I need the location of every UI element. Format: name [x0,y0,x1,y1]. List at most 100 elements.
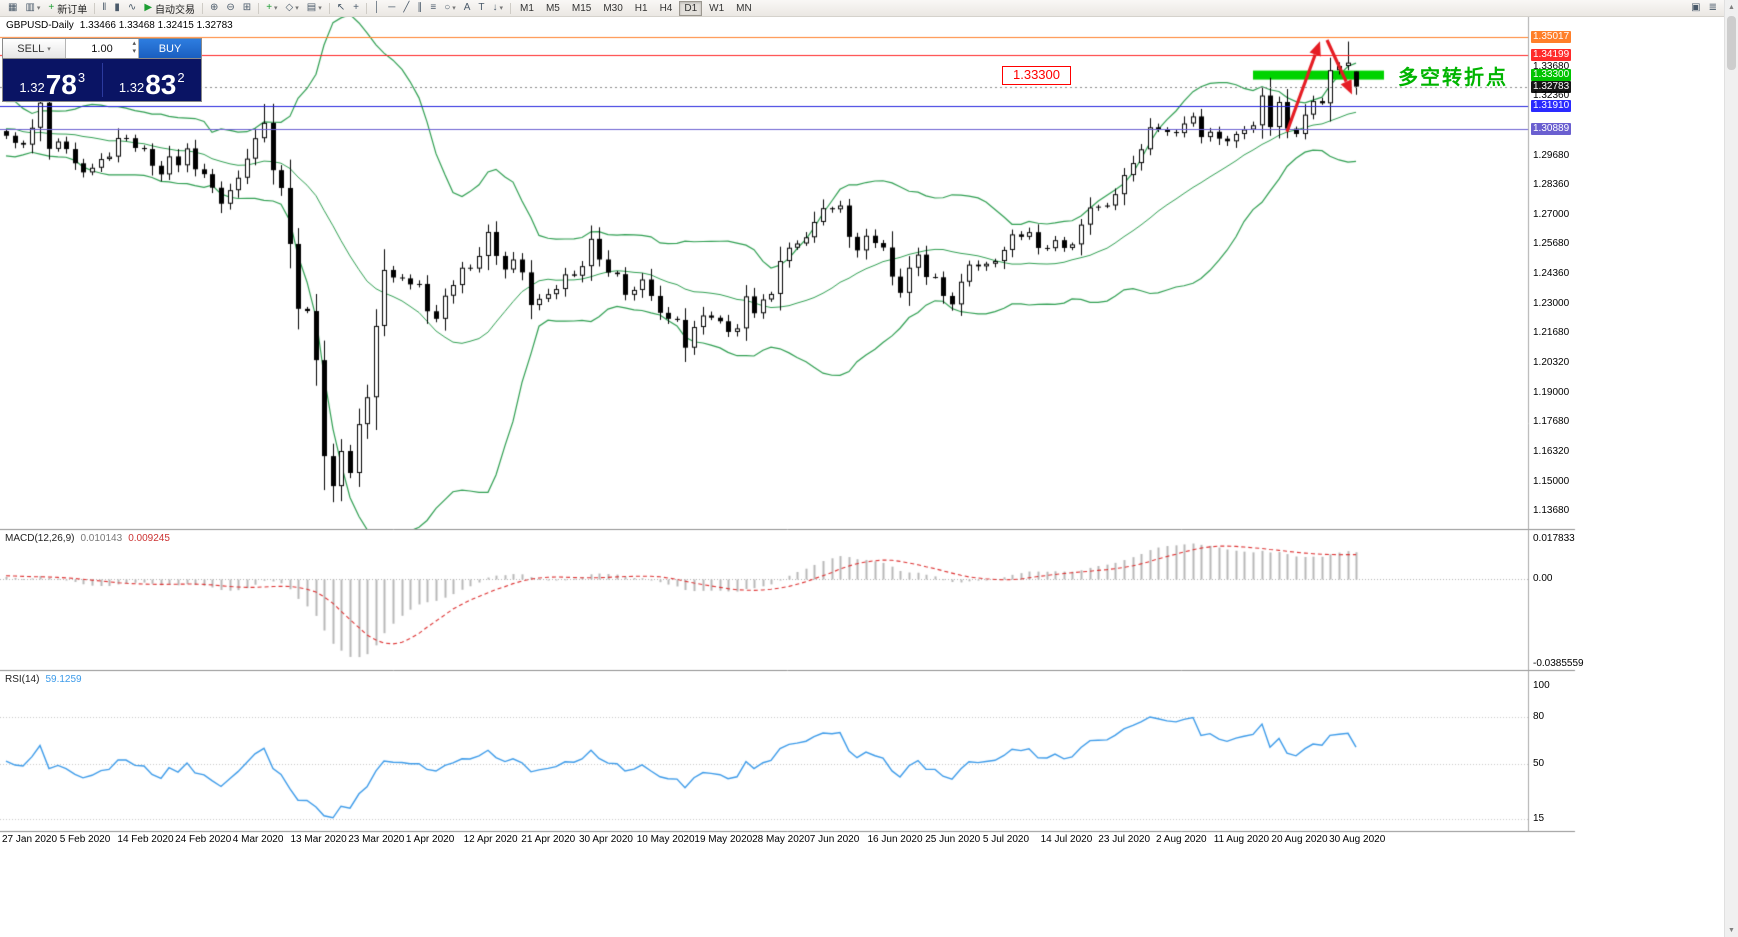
label-button[interactable]: T [474,0,488,16]
templates-icon: ▤ [306,2,317,13]
new-order-button[interactable]: + 新订单 [44,0,91,16]
shapes-icon: ○ [444,2,451,13]
indicators-button-dropdown-icon: ▾ [274,5,278,12]
new-chart-icon: ▦ [8,2,18,13]
timeframe-h1-button[interactable]: H1 [634,2,648,14]
macd-main-value: 0.010143 [80,533,123,544]
price-level-callout[interactable]: 1.33300 [1002,66,1071,85]
toolbar-separator [510,2,512,14]
timeframe-m30-button[interactable]: M30 [603,2,623,14]
trade-panel-prices: 1.32 78 3 1.32 83 2 [3,59,201,101]
indicators-icon: + [266,2,273,13]
crosshair-icon: + [353,2,359,13]
shapes-button-dropdown-icon: ▾ [452,5,456,12]
bar-chart-button[interactable]: ‖ [98,0,110,16]
periods-button[interactable]: ◇ ▾ [282,0,303,16]
templates-button[interactable]: ▤ ▾ [303,0,326,16]
tile-windows-icon: ⊞ [242,2,252,13]
autotrade-button[interactable]: ▶ 自动交易 [140,0,199,16]
candlestick-chart-icon: ▮ [114,2,120,13]
channel-icon: ∥ [417,2,423,13]
timeframe-d1-button[interactable]: D1 [679,0,703,16]
horizontal-line-icon: ─ [388,2,396,13]
turning-point-annotation[interactable]: 多空转折点 [1398,67,1508,89]
toolbar-separator [258,2,260,14]
crosshair-button[interactable]: + [349,0,363,16]
price-scale[interactable] [1528,16,1575,832]
timeframe-mn-button[interactable]: MN [736,2,752,14]
buy-price-base: 1.32 [118,80,145,95]
rsi-name: RSI(14) [5,674,40,685]
vertical-line-button[interactable]: │ [370,0,384,16]
candlestick-chart-button[interactable]: ▮ [110,0,124,16]
line-chart-button[interactable]: ∿ [124,0,140,16]
sell-price[interactable]: 1.32 78 3 [3,59,102,101]
timeframe-w1-button[interactable]: W1 [709,2,725,14]
toolbar-separator [202,2,204,14]
rsi-label: RSI(14) 59.1259 [5,674,82,685]
profiles-button[interactable]: ▥ ▾ [21,0,44,16]
toolbar-right-group: ▣ ≣ [1687,0,1721,16]
buy-price-pips: 83 [145,69,177,100]
volume-up-icon[interactable]: ▴ [132,40,136,47]
horizontal-line-button[interactable]: ─ [384,0,399,16]
profiles-icon: ▥ [25,2,35,13]
new-chart-button[interactable]: ▦ [4,0,21,16]
arrows-icon: ↓ [492,2,498,13]
scroll-up-icon[interactable]: ▲ [1728,3,1735,11]
vertical-line-icon: │ [373,2,381,13]
sell-dropdown-icon[interactable]: ▾ [47,45,51,53]
zoom-in-button[interactable]: ⊕ [206,0,222,16]
autotrade-button-label: 自动交易 [155,4,196,16]
text-icon: A [463,2,471,13]
bar-chart-icon: ‖ [102,2,107,13]
text-button[interactable]: A [460,0,475,16]
shapes-button[interactable]: ○ ▾ [440,0,460,16]
cursor-button[interactable]: ↖ [333,0,349,16]
buy-button-label: BUY [158,42,182,55]
overflow-button[interactable]: ≣ [1705,0,1721,16]
sell-button[interactable]: SELL ▾ [3,39,66,58]
time-scale[interactable] [0,832,1528,850]
volume-field[interactable]: 1.00 ▴ ▾ [66,39,138,58]
vertical-scrollbar[interactable]: ▲ ▼ [1724,0,1738,937]
buy-price[interactable]: 1.32 83 2 [103,59,202,101]
sell-price-point: 3 [77,70,86,85]
arrows-button-dropdown-icon: ▾ [499,5,504,12]
buy-button[interactable]: BUY [138,39,201,58]
scroll-down-icon[interactable]: ▼ [1728,926,1735,934]
macd-label: MACD(12,26,9) 0.010143 0.009245 [5,533,170,544]
sell-price-pips: 78 [45,69,77,100]
chart-title: GBPUSD-Daily 1.33466 1.33468 1.32415 1.32… [6,20,233,31]
search-button[interactable]: ▣ [1687,0,1704,16]
channel-button[interactable]: ∥ [413,0,426,16]
trendline-button[interactable]: ╱ [399,0,413,16]
sell-button-label: SELL [17,42,45,55]
timeframe-m5-button[interactable]: M5 [545,2,560,14]
tile-windows-button[interactable]: ⊞ [239,0,255,16]
periods-icon: ◇ [285,2,294,13]
zoom-in-icon: ⊕ [210,2,219,13]
volume-down-icon[interactable]: ▾ [132,48,136,55]
overflow-icon: ≣ [1708,2,1717,13]
zoom-out-button[interactable]: ⊖ [222,0,238,16]
toolbar-separator [94,2,96,14]
timeframe-m15-button[interactable]: M15 [571,2,592,14]
arrows-button[interactable]: ↓ ▾ [489,0,508,16]
new-order-icon: + [48,2,55,13]
macd-signal-value: 0.009245 [128,533,170,544]
trade-panel-divider [101,63,103,97]
timeframe-h4-button[interactable]: H4 [659,2,673,14]
templates-button-dropdown-icon: ▾ [318,5,322,12]
indicators-button[interactable]: + ▾ [262,0,281,16]
macd-name: MACD(12,26,9) [5,533,75,544]
chart-ohlc-values: 1.33466 1.33468 1.32415 1.32783 [79,20,233,31]
fibonacci-button[interactable]: ≡ [426,0,440,16]
periods-button-dropdown-icon: ▾ [295,5,299,12]
new-order-button-label: 新订单 [57,4,88,16]
trendline-icon: ╱ [403,2,410,13]
scrollbar-thumb[interactable] [1727,16,1736,70]
timeframe-m1-button[interactable]: M1 [520,2,534,14]
